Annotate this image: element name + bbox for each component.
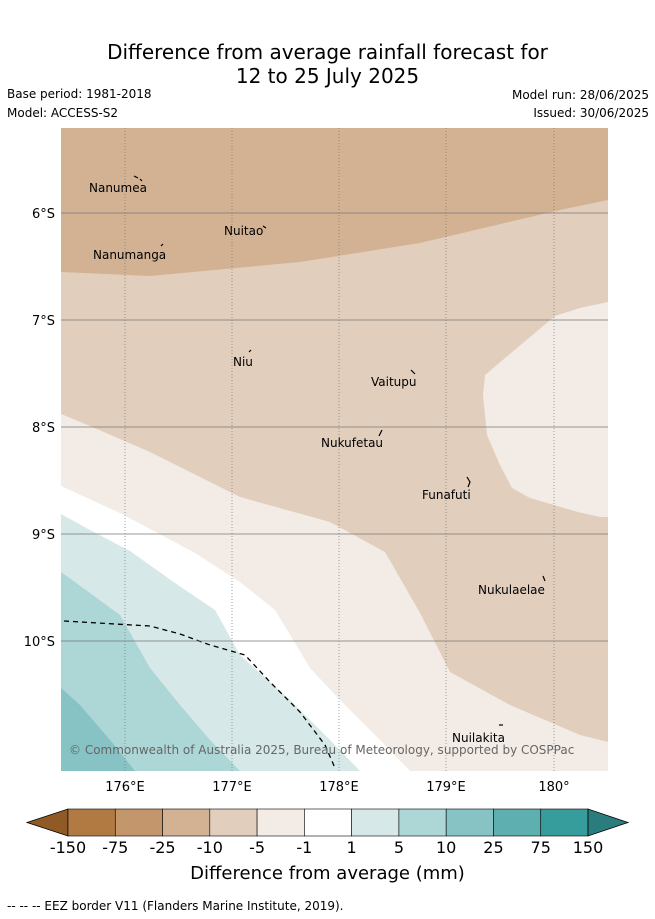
colorbar-swatch — [67, 808, 116, 837]
contour-plus5-to-plus10 — [61, 572, 240, 771]
colorbar-tick-label: 1 — [346, 838, 357, 857]
contour-plus10-to-plus25 — [61, 688, 135, 771]
colorbar-swatch — [493, 808, 542, 837]
colorbar-swatch — [114, 808, 163, 837]
island-label-nuilakita: Nuilakita — [452, 731, 505, 745]
gridlines — [61, 128, 608, 771]
title-line-1: Difference from average rainfall forecas… — [107, 40, 548, 64]
island-label-nanumanga: Nanumanga — [93, 248, 166, 262]
colorbar-swatch — [540, 808, 589, 837]
colorbar-title: Difference from average (mm) — [190, 863, 465, 884]
colorbar — [25, 808, 630, 837]
island-label-nukufetau: Nukufetau — [321, 436, 383, 450]
lat-label-10s: 10°S — [24, 635, 55, 650]
lat-label-6s: 6°S — [32, 207, 55, 222]
colorbar-extend-high — [587, 808, 630, 837]
island-shapes — [133, 175, 546, 726]
colorbar-tick-label: -1 — [296, 838, 313, 857]
island-shape-nukulaelae — [542, 575, 546, 582]
colorbar-swatch — [256, 808, 305, 837]
lon-label-180: 180° — [538, 780, 569, 795]
island-shape-nuitao — [262, 225, 267, 229]
title-line-2: 12 to 25 July 2025 — [235, 64, 420, 88]
colorbar-tick-label: -10 — [196, 838, 223, 857]
map-fill — [61, 128, 608, 771]
chart-title: Difference from average rainfall forecas… — [0, 40, 655, 88]
contour-minus10-to-minus25 — [61, 128, 608, 276]
copyright-notice: © Commonwealth of Australia 2025, Bureau… — [69, 743, 574, 757]
colorbar-extend-low — [25, 808, 69, 837]
longitude-labels: 176°E 177°E 178°E 179°E 180° — [105, 780, 569, 795]
latitude-labels: 6°S 7°S 8°S 9°S 10°S — [24, 207, 55, 650]
colorbar-tick-label: 150 — [572, 838, 604, 857]
island-shape-vaitupu — [410, 369, 416, 375]
island-label-nanumea: Nanumea — [89, 181, 147, 195]
colorbar-swatch — [445, 808, 494, 837]
model-name: Model: ACCESS-S2 — [7, 106, 119, 120]
island-label-vaitupu: Vaitupu — [371, 375, 417, 389]
island-shape-funafuti — [466, 476, 471, 488]
island-shape-nanumea — [133, 175, 143, 182]
lon-label-179e: 179°E — [426, 780, 466, 795]
colorbar-swatch — [304, 808, 352, 837]
colorbar-tick-label: 10 — [435, 838, 457, 857]
lon-label-177e: 177°E — [212, 780, 252, 795]
lat-label-9s: 9°S — [32, 528, 55, 543]
island-label-nukulaelae: Nukulaelae — [478, 583, 545, 597]
island-shape-nukufetau — [378, 429, 383, 437]
colorbar-tick-label: -25 — [149, 838, 176, 857]
colorbar-swatch — [351, 808, 400, 837]
eez-footnote: -- -- -- EEZ border V11 (Flanders Marine… — [7, 899, 344, 913]
colorbar-swatch — [162, 808, 211, 837]
island-labels: Nanumea Nuitao Nanumanga Niu Vaitupu Nuk… — [89, 181, 545, 745]
contour-minus1-to-minus5-east — [483, 302, 608, 517]
colorbar-tick-label: -5 — [249, 838, 266, 857]
island-shape-nanumanga — [160, 243, 164, 247]
island-label-nuitao: Nuitao — [224, 224, 263, 238]
lon-label-178e: 178°E — [319, 780, 359, 795]
colorbar-tick-label: 25 — [483, 838, 504, 857]
colorbar-tick-label: -150 — [49, 838, 87, 857]
base-period: Base period: 1981-2018 — [7, 87, 152, 101]
lat-label-8s: 8°S — [32, 421, 55, 436]
model-run: Model run: 28/06/2025 — [511, 88, 649, 102]
lat-label-7s: 7°S — [32, 314, 55, 329]
colorbar-tick-label: 5 — [393, 838, 404, 857]
island-label-niu: Niu — [233, 355, 253, 369]
lon-label-176e: 176°E — [105, 780, 145, 795]
colorbar-tick-label: 75 — [530, 838, 551, 857]
island-shape-niu — [248, 349, 252, 353]
colorbar-swatch — [398, 808, 447, 837]
colorbar-tick-label: -75 — [102, 838, 129, 857]
colorbar-swatch — [209, 808, 258, 837]
issued-date: Issued: 30/06/2025 — [533, 106, 649, 120]
island-label-funafuti: Funafuti — [422, 488, 471, 502]
